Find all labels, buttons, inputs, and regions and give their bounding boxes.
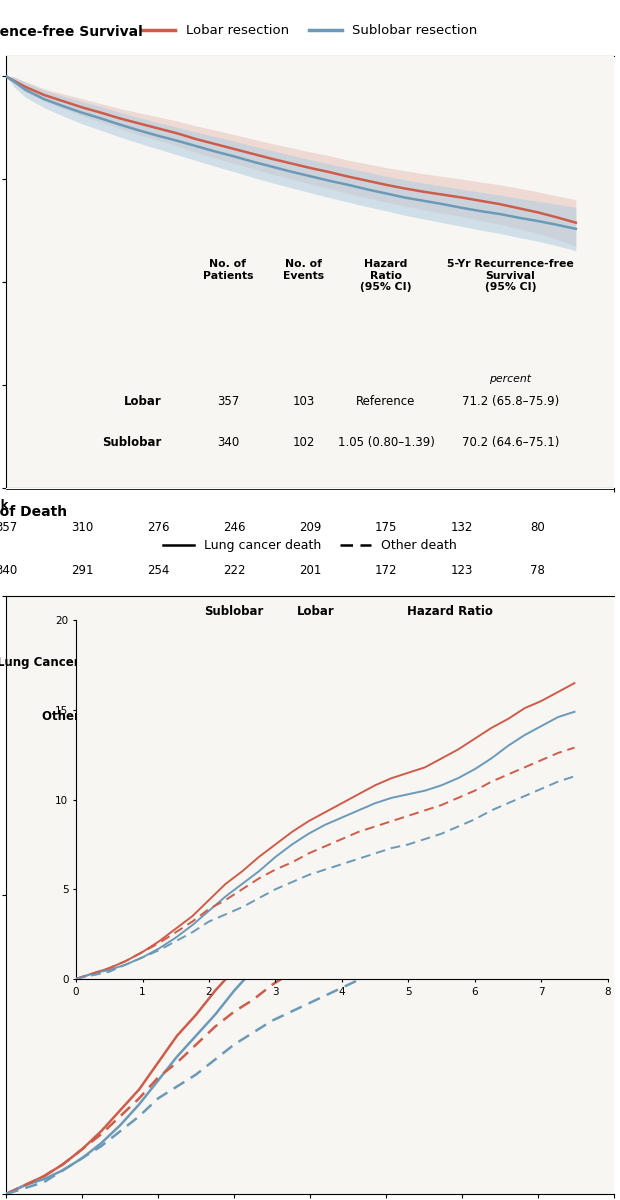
- Legend: Lobar resection, Sublobar resection: Lobar resection, Sublobar resection: [137, 19, 483, 43]
- Text: 1.05 (0.80–1.39): 1.05 (0.80–1.39): [337, 437, 435, 450]
- Text: 71.2 (65.8–75.9): 71.2 (65.8–75.9): [462, 395, 559, 408]
- Text: Lobar: Lobar: [297, 605, 335, 618]
- Text: 357: 357: [0, 521, 17, 534]
- Legend: Lung cancer death, Other death: Lung cancer death, Other death: [158, 534, 462, 557]
- Text: 276: 276: [147, 521, 169, 534]
- Text: 1.10 (0.74–1.66): 1.10 (0.74–1.66): [401, 710, 498, 722]
- Text: Sublobar: Sublobar: [205, 605, 264, 618]
- Text: 254: 254: [147, 564, 169, 577]
- Text: 0.86 (0.58–1.27): 0.86 (0.58–1.27): [401, 656, 498, 670]
- Text: 310: 310: [71, 521, 93, 534]
- Text: 80: 80: [531, 521, 545, 534]
- Text: 132: 132: [451, 521, 473, 534]
- Text: Lung Cancer Deaths: Lung Cancer Deaths: [0, 656, 131, 670]
- Text: 222: 222: [223, 564, 246, 577]
- Text: No. at Risk: No. at Risk: [0, 499, 9, 512]
- Text: 246: 246: [223, 521, 246, 534]
- Text: 46: 46: [226, 656, 242, 670]
- Text: percent: percent: [490, 373, 531, 384]
- Text: 45: 45: [309, 710, 324, 722]
- Text: A  Recurrence-free Survival: A Recurrence-free Survival: [0, 24, 143, 38]
- Text: 70.2 (64.6–75.1): 70.2 (64.6–75.1): [462, 437, 559, 450]
- Text: Lobar: Lobar: [123, 395, 161, 408]
- Text: Hazard
Ratio
(95% CI): Hazard Ratio (95% CI): [360, 259, 412, 293]
- Text: 201: 201: [299, 564, 321, 577]
- Text: Sublobar: Sublobar: [102, 437, 161, 450]
- Text: 340: 340: [0, 564, 17, 577]
- Text: 291: 291: [71, 564, 94, 577]
- Text: Hazard Ratio
(95% CI): Hazard Ratio (95% CI): [407, 605, 493, 634]
- Text: 48: 48: [227, 710, 241, 722]
- Text: No. of
Events: No. of Events: [283, 259, 324, 281]
- Text: 357: 357: [217, 395, 239, 408]
- Text: B  Cause of Death: B Cause of Death: [0, 505, 68, 518]
- X-axis label: Years since Randomization: Years since Randomization: [218, 629, 402, 643]
- Text: 175: 175: [374, 521, 397, 534]
- Text: Other Deaths: Other Deaths: [42, 710, 131, 722]
- Text: 5-Yr Recurrence-free
Survival
(95% CI): 5-Yr Recurrence-free Survival (95% CI): [447, 259, 574, 293]
- Text: 78: 78: [531, 564, 545, 577]
- Text: Reference: Reference: [356, 395, 415, 408]
- Text: 103: 103: [293, 395, 315, 408]
- Text: 102: 102: [293, 437, 315, 450]
- Text: 123: 123: [451, 564, 473, 577]
- Text: 340: 340: [217, 437, 239, 450]
- Text: 172: 172: [374, 564, 397, 577]
- Text: No. of
Patients: No. of Patients: [203, 259, 253, 281]
- Text: 209: 209: [299, 521, 321, 534]
- Text: 55: 55: [309, 656, 324, 670]
